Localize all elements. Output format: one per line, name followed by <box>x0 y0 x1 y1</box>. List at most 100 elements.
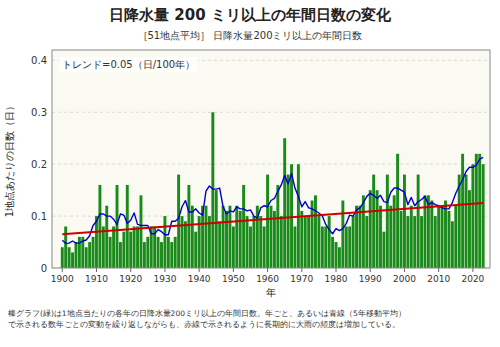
x-tick <box>62 268 63 272</box>
bar <box>359 206 362 268</box>
bar <box>468 190 471 268</box>
bar <box>430 201 433 268</box>
y-tick-label: 0.1 <box>31 211 47 222</box>
bar <box>400 211 403 268</box>
bar <box>338 247 341 268</box>
bar <box>246 216 249 268</box>
x-tick <box>301 268 302 272</box>
bar <box>270 206 273 268</box>
bar <box>276 185 279 268</box>
bar <box>396 154 399 268</box>
bar <box>136 226 139 268</box>
bar <box>403 175 406 268</box>
y-tick-label: 0 <box>41 263 47 274</box>
footnote-line: で示される数年ごとの変動を繰り返しながらも、赤線で示されるように長期的に大雨の頻… <box>8 320 400 329</box>
annotation: トレンド=0.05（日/100年） <box>62 59 195 70</box>
bar <box>68 247 71 268</box>
x-tick-label: 1950 <box>222 274 245 284</box>
bar <box>376 190 379 268</box>
bar <box>174 237 177 268</box>
bar <box>167 237 170 268</box>
bar <box>71 252 74 268</box>
bar <box>461 154 464 268</box>
bar <box>187 185 190 268</box>
x-tick-label: 1940 <box>188 274 211 284</box>
bar <box>348 226 351 268</box>
bar <box>140 195 143 268</box>
bar <box>478 154 481 268</box>
bar <box>64 226 67 268</box>
bar <box>252 216 255 268</box>
annotation-group: トレンド=0.05（日/100年） <box>59 57 198 72</box>
x-tick <box>404 268 405 272</box>
bar <box>157 237 160 268</box>
bar <box>417 175 420 268</box>
grid-line <box>52 112 490 113</box>
bar <box>345 226 348 268</box>
x-tick <box>130 268 131 272</box>
bar <box>465 175 468 268</box>
annotation-background <box>59 57 198 72</box>
bar <box>95 216 98 268</box>
bar <box>314 195 317 268</box>
bar <box>410 206 413 268</box>
bar <box>181 216 184 268</box>
bar <box>85 247 88 268</box>
x-tick <box>164 268 165 272</box>
bar <box>92 237 95 268</box>
bar <box>331 237 334 268</box>
bar <box>317 216 320 268</box>
bar <box>235 206 238 268</box>
bar <box>170 242 173 268</box>
bar <box>259 216 262 268</box>
bar <box>129 232 132 268</box>
y-tick-label: 0.4 <box>31 55 47 66</box>
bar <box>249 226 252 268</box>
bar <box>444 201 447 268</box>
bar <box>341 201 344 268</box>
bar <box>352 216 355 268</box>
bar <box>218 221 221 268</box>
bar <box>239 211 242 268</box>
x-tick-label: 2010 <box>427 274 450 284</box>
bar <box>177 175 180 268</box>
bar <box>184 221 187 268</box>
x-tick-label: 1900 <box>51 274 74 284</box>
bar <box>283 138 286 268</box>
y-tick-label: 0.3 <box>31 107 47 118</box>
x-tick-label: 1960 <box>256 274 279 284</box>
bar <box>232 226 235 268</box>
x-tick <box>336 268 337 272</box>
bar <box>369 190 372 268</box>
bar <box>78 237 81 268</box>
bar <box>194 232 197 268</box>
bar <box>228 206 231 268</box>
bar <box>215 190 218 268</box>
bar <box>88 242 91 268</box>
bar <box>382 232 385 268</box>
bar <box>471 164 474 268</box>
bar <box>324 226 327 268</box>
bar <box>321 226 324 268</box>
bar <box>386 175 389 268</box>
x-tick-label: 1930 <box>153 274 176 284</box>
x-tick <box>472 268 473 272</box>
bar <box>205 206 208 268</box>
bar <box>61 247 64 268</box>
bar <box>112 226 115 268</box>
bar <box>475 154 478 268</box>
x-tick <box>438 268 439 272</box>
bar <box>242 185 245 268</box>
bar <box>74 242 77 268</box>
bar <box>287 175 290 268</box>
bar <box>372 175 375 268</box>
x-tick <box>199 268 200 272</box>
bar <box>406 216 409 268</box>
bar <box>163 216 166 268</box>
y-tick-label: 0.2 <box>31 159 47 170</box>
x-tick <box>233 268 234 272</box>
bar <box>109 237 112 268</box>
bar <box>133 226 136 268</box>
bar <box>126 185 129 268</box>
x-tick <box>96 268 97 272</box>
